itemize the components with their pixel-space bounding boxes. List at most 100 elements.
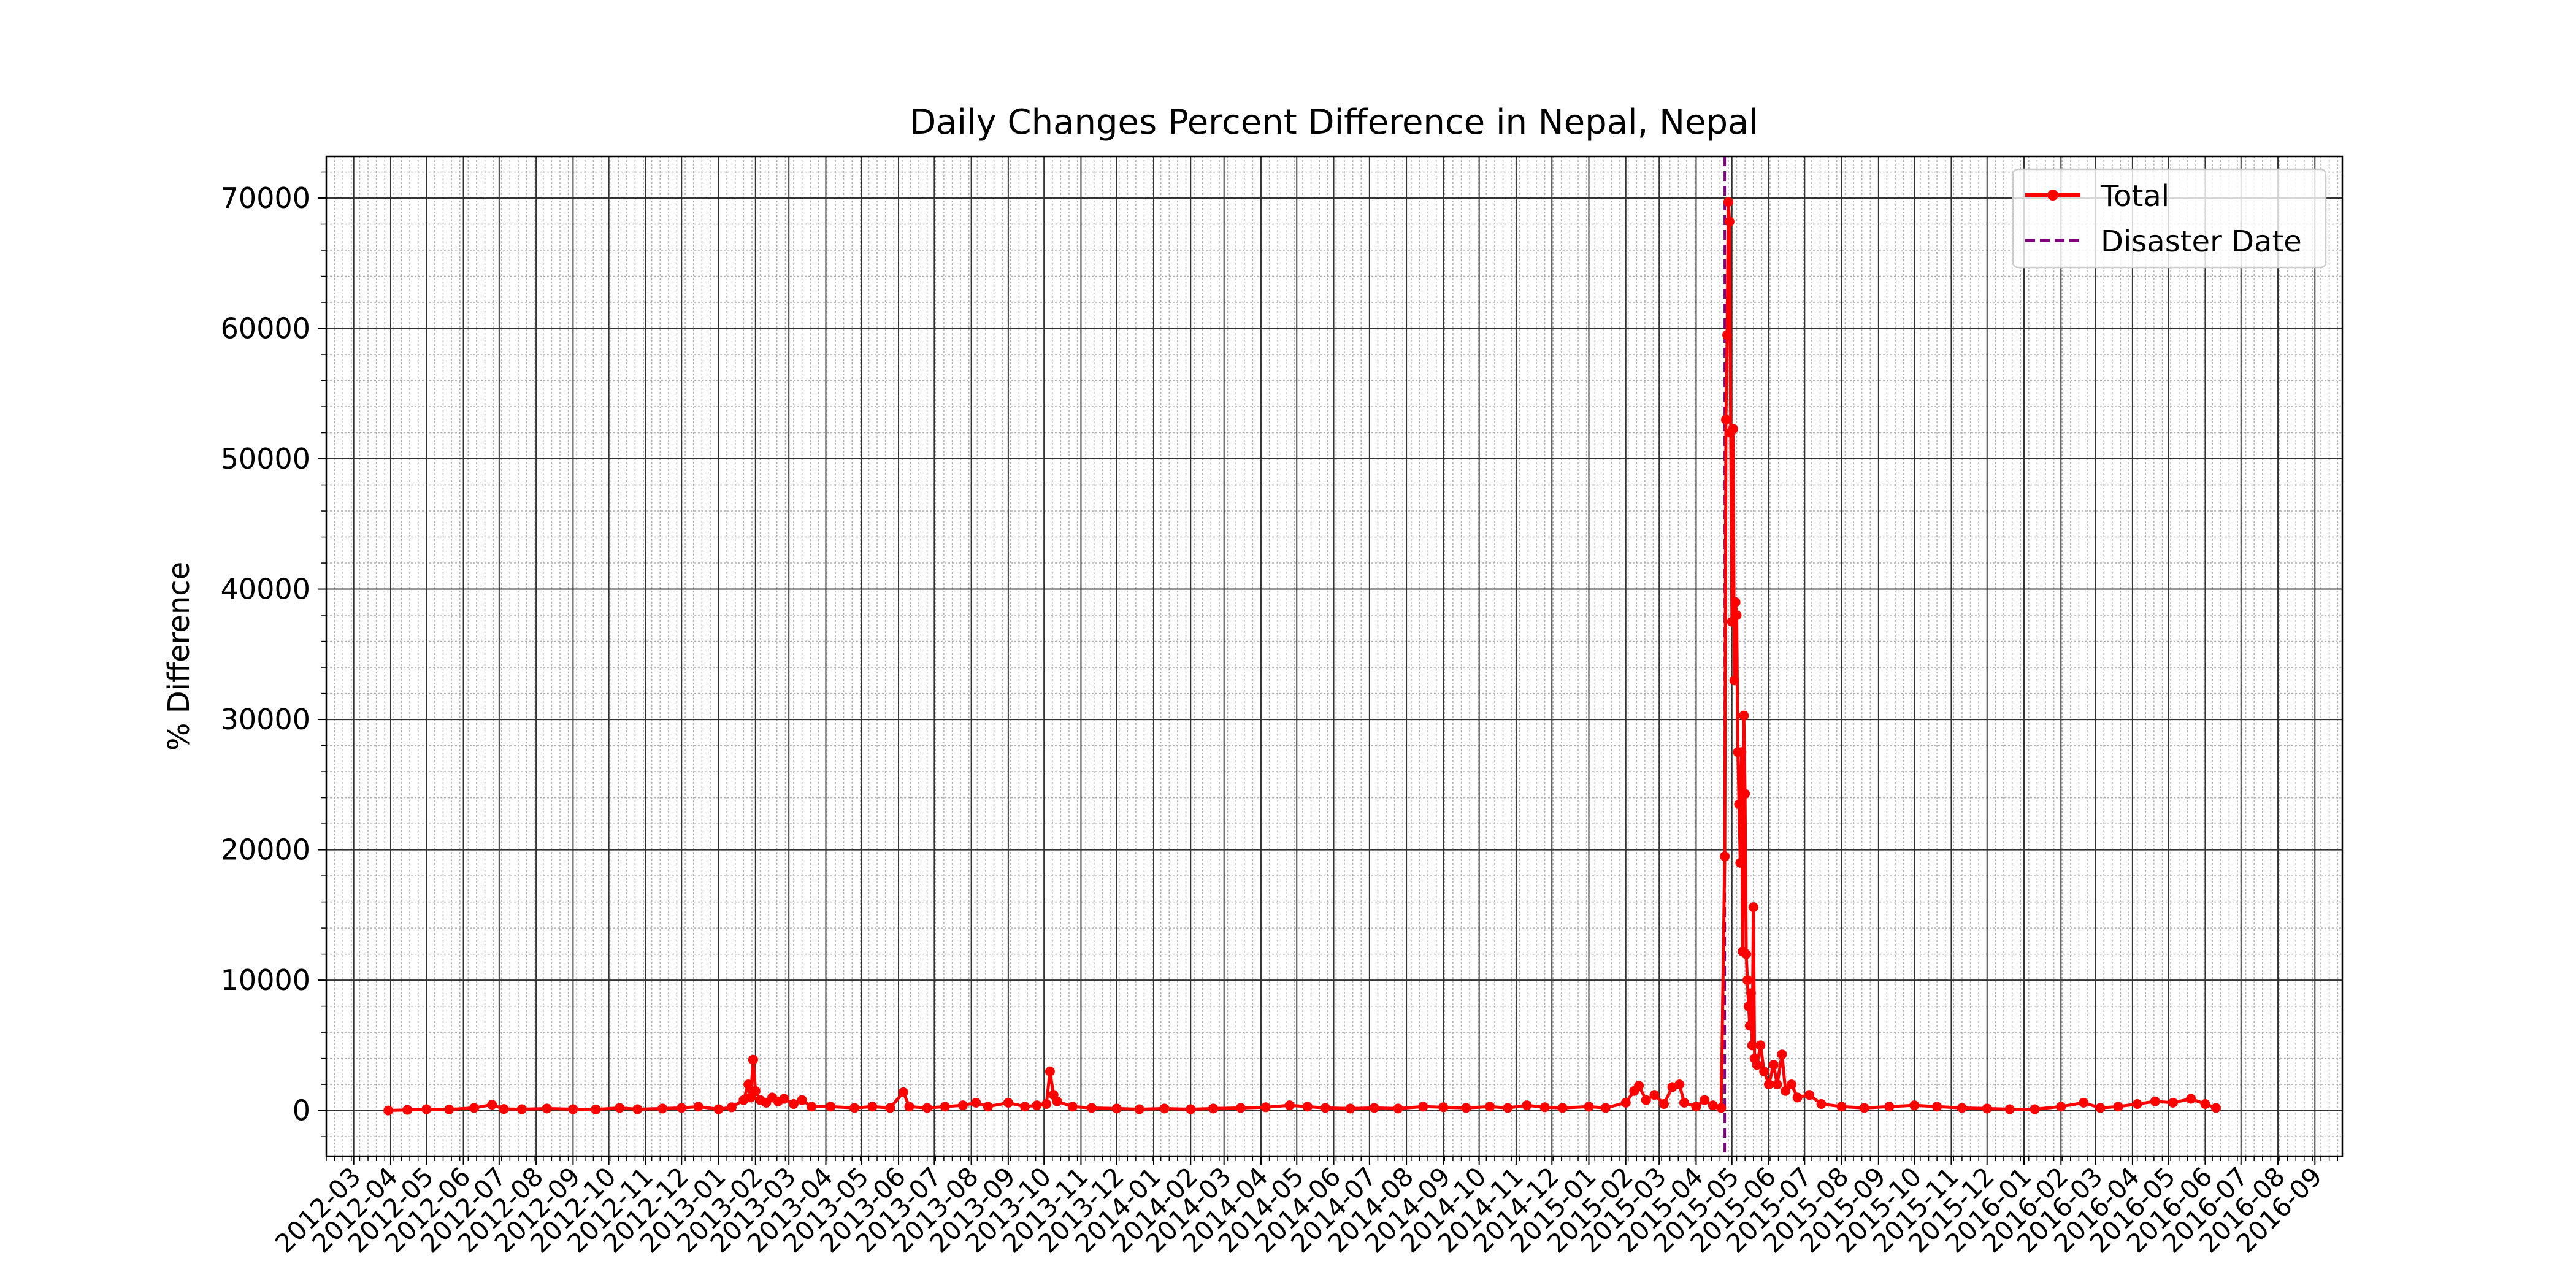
data-point (1649, 1090, 1660, 1100)
y-tick-label: 40000 (221, 573, 310, 606)
data-point (1320, 1103, 1330, 1113)
data-point (826, 1102, 836, 1112)
data-point (1724, 217, 1735, 227)
data-point (1720, 851, 1730, 862)
data-point (983, 1102, 993, 1112)
data-point (1982, 1103, 1992, 1114)
data-point (1003, 1097, 1013, 1108)
data-point (1539, 1102, 1550, 1113)
x-axis: 2012-032012-042012-052012-062012-072012-… (269, 1156, 2338, 1259)
data-point (750, 1086, 761, 1096)
data-point (1045, 1066, 1055, 1076)
data-point (849, 1103, 860, 1113)
data-point (542, 1103, 552, 1114)
minor-grid (326, 156, 2342, 1156)
data-point (971, 1097, 981, 1108)
data-point (1744, 1001, 1754, 1011)
data-point (615, 1103, 625, 1113)
data-point (1729, 675, 1739, 686)
data-point (1792, 1092, 1803, 1103)
data-point (1659, 1099, 1669, 1109)
data-point (1111, 1103, 1122, 1114)
data-point (1369, 1103, 1379, 1113)
data-point (2095, 1103, 2106, 1113)
data-point (1032, 1100, 1042, 1111)
data-point (1679, 1097, 1689, 1108)
data-point (713, 1104, 724, 1114)
data-point (807, 1102, 817, 1112)
data-point (1393, 1103, 1403, 1114)
data-point (958, 1100, 968, 1111)
data-point (2168, 1097, 2178, 1108)
data-point (1741, 949, 1752, 959)
data-point (1739, 710, 1749, 721)
data-point (499, 1104, 509, 1114)
data-point (1746, 988, 1756, 999)
data-point (1020, 1102, 1030, 1112)
data-point (1748, 902, 1758, 913)
y-tick-label: 60000 (221, 312, 310, 345)
data-point (1485, 1102, 1495, 1112)
data-point (2150, 1096, 2160, 1106)
data-point (779, 1094, 789, 1104)
data-point (2004, 1104, 2015, 1114)
data-point (1772, 1079, 1782, 1090)
legend-total-label: Total (2100, 179, 2169, 213)
data-point (1909, 1100, 1920, 1111)
data-point (1708, 1100, 1718, 1111)
data-point (657, 1103, 668, 1114)
data-point (2030, 1104, 2040, 1114)
data-point (885, 1103, 895, 1113)
data-point (743, 1079, 754, 1090)
data-point (1787, 1079, 1796, 1090)
data-point (1235, 1103, 1246, 1113)
data-point (1041, 1099, 1052, 1109)
data-point (1557, 1103, 1568, 1113)
y-tick-label: 50000 (221, 442, 310, 475)
data-point (591, 1104, 601, 1114)
data-point (1302, 1102, 1313, 1112)
data-point (1836, 1102, 1847, 1112)
data-point (402, 1105, 413, 1115)
data-point (1735, 857, 1746, 868)
data-point (1461, 1103, 1471, 1113)
data-point (1584, 1102, 1594, 1112)
data-point (1722, 330, 1732, 340)
data-point (1208, 1103, 1219, 1114)
data-point (1260, 1102, 1271, 1113)
data-point (940, 1102, 950, 1112)
data-point (1522, 1100, 1532, 1111)
data-point (693, 1102, 703, 1112)
y-axis: 0 10000 20000 30000 40000 50000 60000 70000 (221, 171, 326, 1137)
data-point (2132, 1099, 2142, 1109)
y-tick-label: 30000 (221, 703, 310, 736)
data-point (2200, 1099, 2210, 1109)
data-point (487, 1100, 497, 1110)
data-point (469, 1103, 479, 1113)
data-point (1816, 1099, 1827, 1109)
data-point (867, 1102, 878, 1112)
data-point (1345, 1103, 1355, 1114)
data-point (726, 1102, 737, 1113)
data-point (1723, 197, 1733, 207)
data-point (383, 1105, 394, 1116)
data-point (1716, 1103, 1727, 1113)
data-point (1134, 1104, 1144, 1114)
data-point (444, 1104, 454, 1114)
data-point (421, 1104, 432, 1114)
data-point (898, 1087, 908, 1097)
data-point (904, 1102, 914, 1112)
data-point (748, 1054, 758, 1065)
y-tick-label: 0 (293, 1094, 310, 1127)
data-point (1691, 1102, 1701, 1112)
data-point (1781, 1086, 1791, 1096)
data-point (1731, 610, 1742, 621)
data-point (1764, 1079, 1774, 1090)
series-layer (383, 197, 2221, 1116)
data-point (797, 1095, 807, 1105)
legend: Total Disaster Date (2012, 168, 2327, 269)
data-point (789, 1099, 799, 1109)
data-point (1744, 1021, 1755, 1031)
y-tick-label: 70000 (221, 182, 310, 215)
